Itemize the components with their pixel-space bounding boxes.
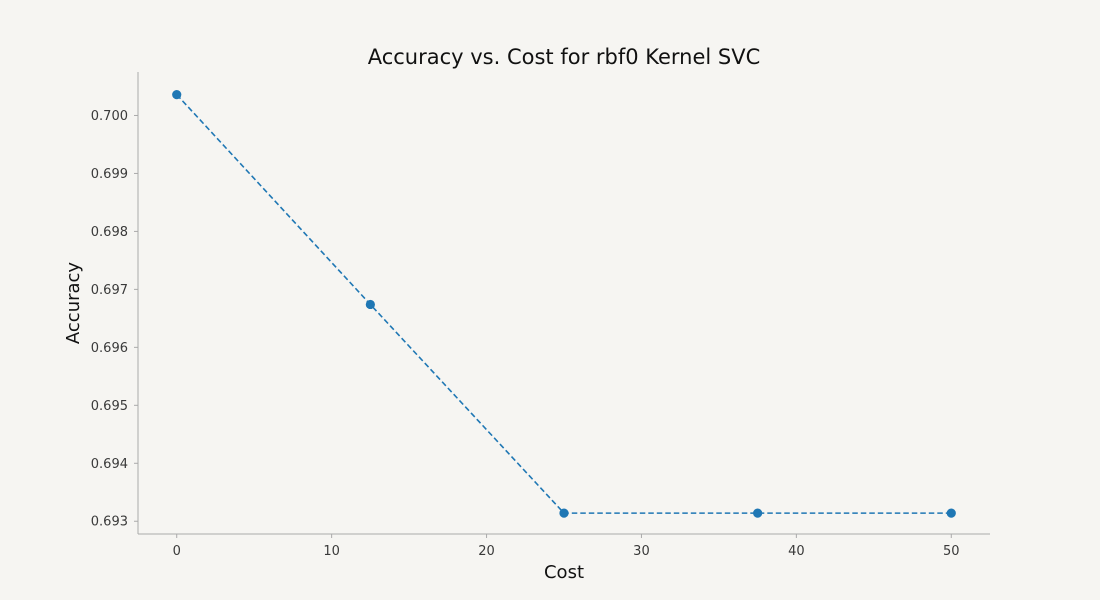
y-tick-label: 0.697 bbox=[91, 283, 128, 298]
data-point bbox=[753, 508, 763, 518]
y-tick-label: 0.693 bbox=[91, 515, 128, 530]
data-point bbox=[559, 508, 569, 518]
x-axis-label: Cost bbox=[544, 562, 584, 583]
chart-title: Accuracy vs. Cost for rbf0 Kernel SVC bbox=[368, 45, 761, 69]
x-tick-label: 50 bbox=[943, 544, 960, 559]
y-tick-label: 0.696 bbox=[91, 341, 128, 356]
y-ticks: 0.693 0.694 0.695 0.696 0.697 0.698 0.699 0.700 bbox=[91, 109, 138, 530]
data-point bbox=[946, 508, 956, 518]
y-tick-label: 0.699 bbox=[91, 167, 128, 182]
y-tick-label: 0.695 bbox=[91, 399, 128, 414]
x-tick-label: 20 bbox=[478, 544, 495, 559]
y-tick-label: 0.698 bbox=[91, 225, 128, 240]
x-tick-label: 0 bbox=[173, 544, 181, 559]
x-tick-label: 10 bbox=[323, 544, 340, 559]
plot-area: 0 10 20 30 40 50 0.6930.6940.6950.6960.6970.6… bbox=[91, 72, 990, 559]
data-point bbox=[365, 299, 375, 310]
x-tick-label: 40 bbox=[788, 544, 805, 559]
y-tick-label: 0.700 bbox=[91, 109, 128, 124]
x-ticks: 0 10 20 30 40 50 bbox=[173, 534, 960, 559]
x-tick-label: 30 bbox=[633, 544, 650, 559]
y-tick-label: 0.694 bbox=[91, 457, 128, 472]
series-layer bbox=[172, 90, 956, 518]
data-point bbox=[172, 90, 182, 100]
y-axis-label: Accuracy bbox=[63, 262, 84, 345]
